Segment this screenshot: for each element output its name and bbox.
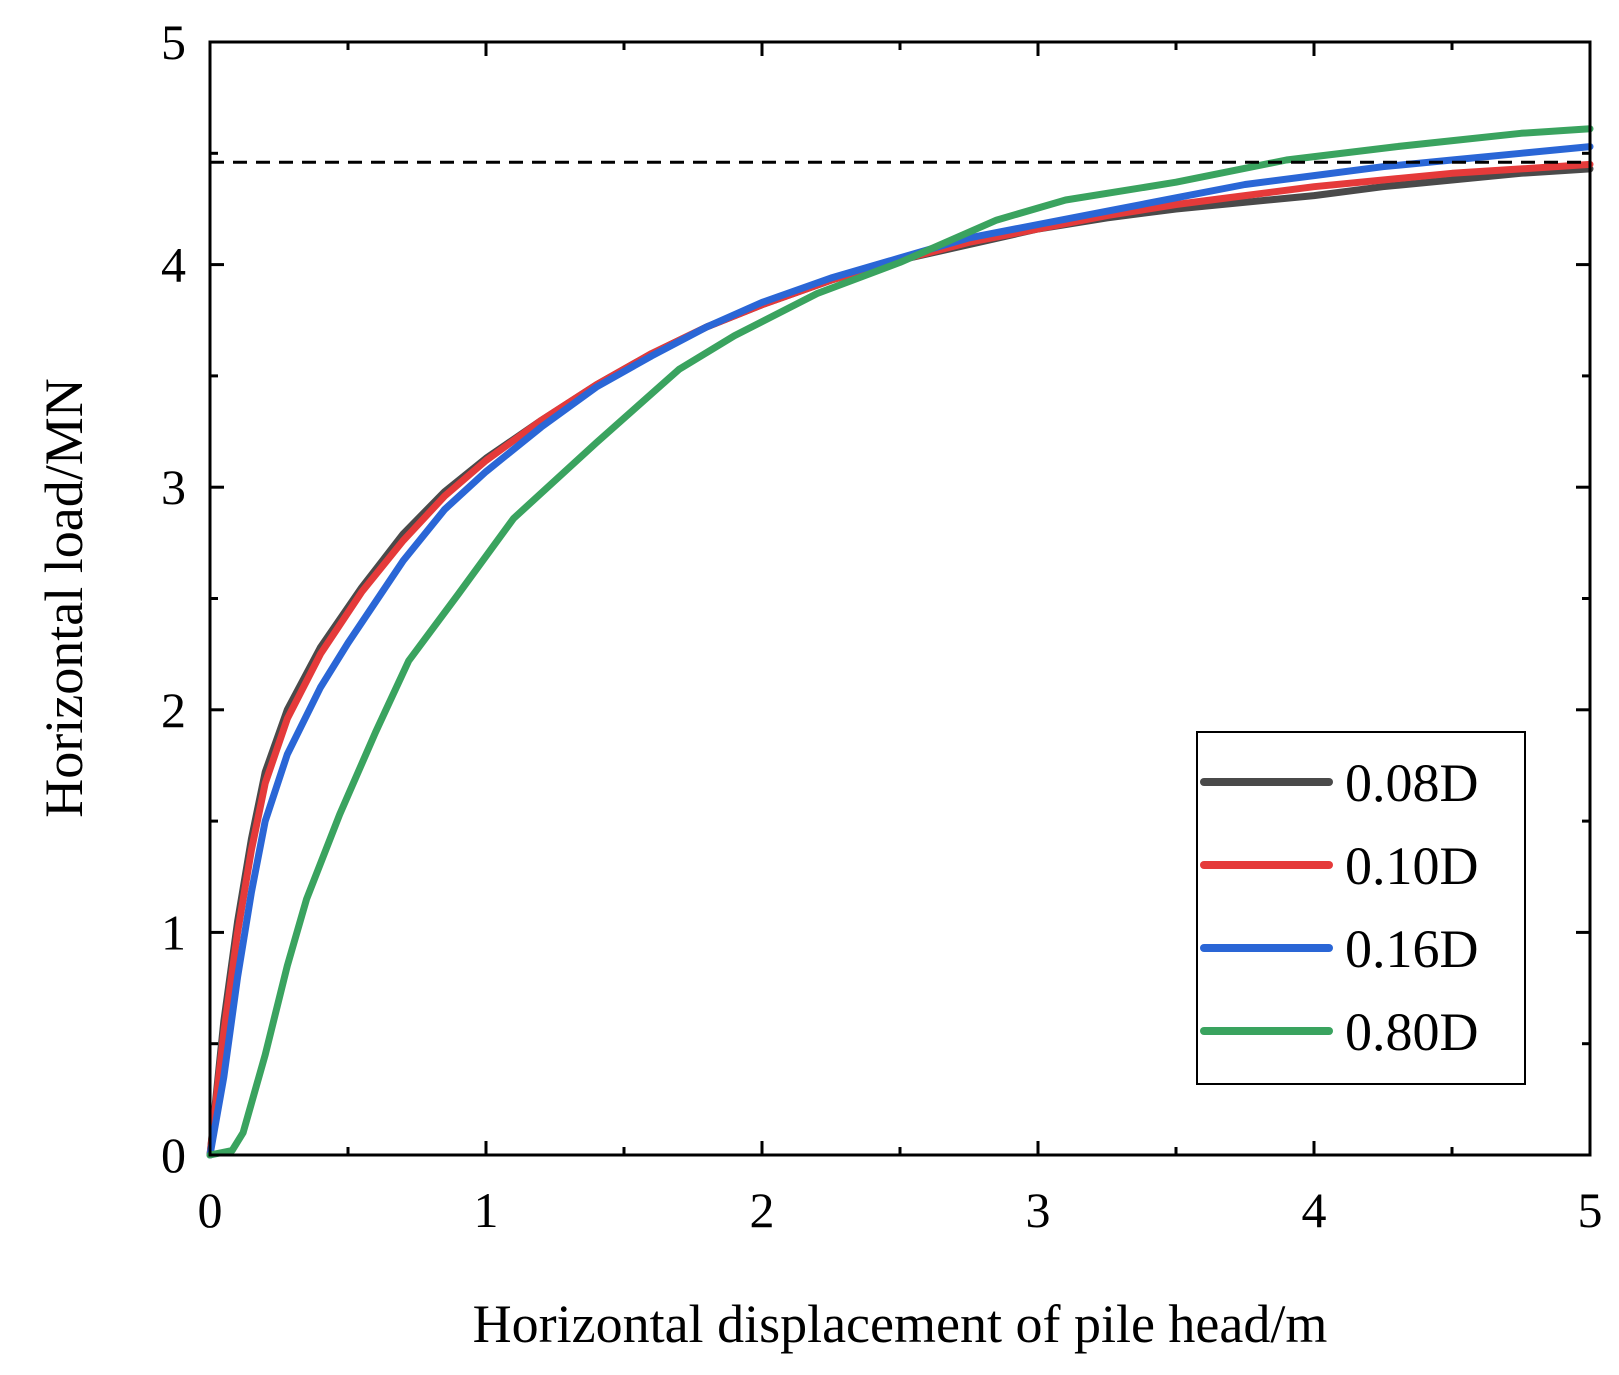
y-tick-label: 3 [161, 459, 186, 515]
y-tick-label: 2 [161, 682, 186, 738]
legend-box [1196, 731, 1526, 1085]
y-tick-label: 0 [161, 1127, 186, 1183]
legend-label-0-08d: 0.08D [1345, 753, 1479, 813]
x-tick-label: 2 [750, 1182, 775, 1238]
y-tick-label: 5 [161, 14, 186, 70]
series-line-0-16d [206, 143, 1594, 1159]
series-line-0-80d [206, 125, 1594, 1159]
y-tick-label: 4 [161, 237, 186, 293]
x-tick-label: 1 [474, 1182, 499, 1238]
x-tick-label: 3 [1026, 1182, 1051, 1238]
x-tick-label: 4 [1302, 1182, 1327, 1238]
tick-layer: 0 1 2 3 4 5 0 1 2 3 4 5 [161, 14, 1603, 1238]
y-tick-label: 1 [161, 904, 186, 960]
x-axis-title: Horizontal displacement of pile head/m [473, 1294, 1328, 1354]
legend: 0.08D 0.10D 0.16D 0.80D [1196, 731, 1526, 1085]
x-tick-label: 0 [198, 1182, 223, 1238]
legend-label-0-80d: 0.80D [1345, 1002, 1479, 1062]
x-tick-label: 5 [1578, 1182, 1603, 1238]
legend-label-0-16d: 0.16D [1345, 919, 1479, 979]
series-layer [206, 125, 1594, 1159]
legend-label-0-10d: 0.10D [1345, 836, 1479, 896]
y-axis-title: Horizontal load/MN [34, 378, 94, 817]
